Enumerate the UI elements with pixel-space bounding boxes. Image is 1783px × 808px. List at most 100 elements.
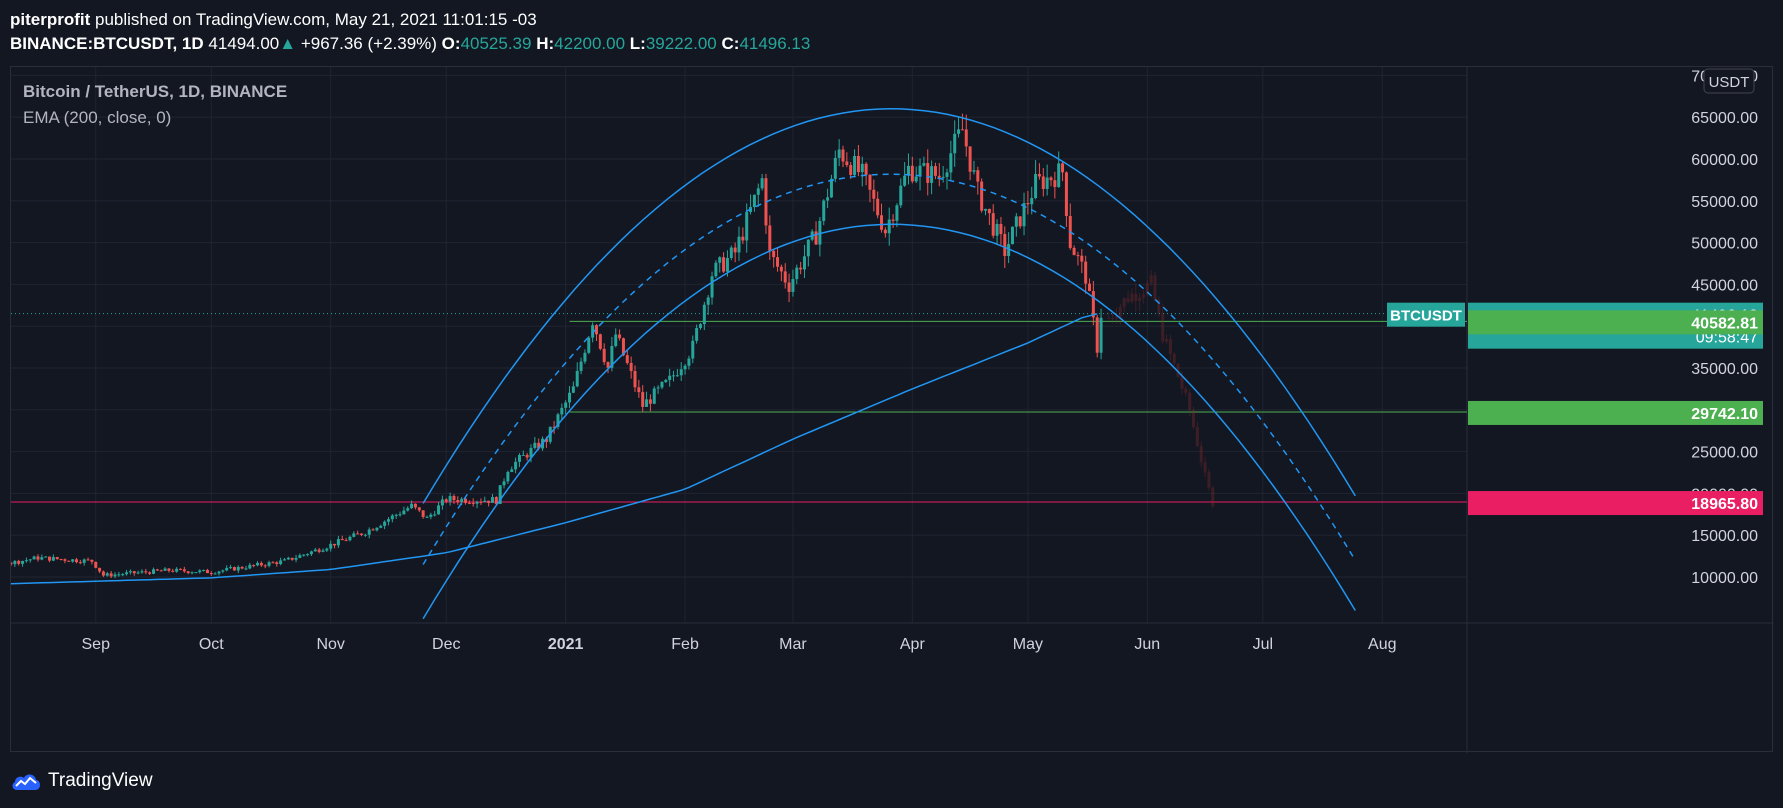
price-tag: 40582.81 <box>1468 310 1763 335</box>
symbol-tag-box <box>1387 302 1465 327</box>
candle-body <box>309 551 313 555</box>
ohlc-line: BINANCE:BTCUSDT, 1D 41494.00▲ +967.36 (+… <box>10 32 810 56</box>
candle-body <box>533 442 537 449</box>
candle-body <box>672 375 676 377</box>
chart-legend: Bitcoin / TetherUS, 1D, BINANCE EMA (200… <box>23 79 287 131</box>
candle-body <box>329 543 333 549</box>
candle-body <box>949 153 953 173</box>
candle-body <box>282 559 286 561</box>
last-price: 41494.00 <box>208 34 280 53</box>
candle-body <box>768 225 772 251</box>
low-label: L: <box>629 34 646 53</box>
candle-body <box>94 561 98 568</box>
candle-body <box>1176 363 1180 378</box>
y-tick-label: 50000.00 <box>1691 236 1758 253</box>
x-tick-label: Jul <box>1253 636 1273 653</box>
candle-body <box>286 557 290 560</box>
tradingview-cloud-icon <box>12 774 40 790</box>
candle-body <box>340 539 344 541</box>
candle-body <box>999 224 1003 235</box>
candle-body <box>575 370 579 387</box>
candle-body <box>1010 226 1014 245</box>
candle-body <box>1072 247 1076 256</box>
candle-body <box>98 567 102 572</box>
candle-body <box>702 304 706 325</box>
candle-body <box>845 161 849 166</box>
price-tag-value: 40582.81 <box>1691 315 1758 332</box>
candle-body <box>487 500 491 503</box>
candle-body <box>11 562 13 565</box>
y-tick-label: 15000.00 <box>1691 528 1758 545</box>
chart-pane[interactable]: 10000.0015000.0020000.0025000.0030000.00… <box>10 66 1774 753</box>
author-name[interactable]: piterprofit <box>10 10 91 29</box>
candle-body <box>795 267 799 280</box>
time-axis: Sep Oct Nov Dec 2021 Feb Mar Apr May Jun Jul Aug <box>82 636 1397 653</box>
candle-body <box>86 559 90 561</box>
candle-body <box>1149 275 1153 284</box>
candle-body <box>556 414 560 427</box>
candle-body <box>367 529 371 535</box>
candle-body <box>841 149 845 162</box>
high-value: 42200.00 <box>554 34 626 53</box>
candle-body <box>344 540 348 542</box>
candle-body <box>818 220 822 245</box>
x-tick-label: Nov <box>316 636 344 653</box>
candle-body <box>614 334 618 347</box>
candle-body <box>960 129 964 131</box>
candle-body <box>987 208 991 214</box>
candle-body <box>976 170 980 182</box>
candle-body <box>1064 172 1068 216</box>
candle-body <box>360 533 364 535</box>
candle-body <box>55 557 59 560</box>
price-tag-box <box>1468 310 1763 335</box>
candle-body <box>59 559 63 561</box>
candle-body <box>132 571 136 574</box>
candle-body <box>167 568 171 571</box>
candle-body <box>652 388 656 404</box>
candle-body <box>259 562 263 566</box>
candle-body <box>1080 255 1084 262</box>
candle-body <box>629 362 633 372</box>
candle-body <box>1153 275 1157 301</box>
candle-body <box>494 497 498 504</box>
candle-body <box>125 572 129 575</box>
ema-legend[interactable]: EMA (200, close, 0) <box>23 108 172 127</box>
candle-body <box>302 554 306 556</box>
tradingview-brand[interactable]: TradingView <box>48 770 153 791</box>
candle-body <box>645 399 649 407</box>
candle-body <box>213 573 217 575</box>
candle-body <box>760 178 764 189</box>
candle-body <box>101 571 105 576</box>
candle-body <box>190 572 194 574</box>
candle-body <box>918 165 922 177</box>
candle-body <box>583 352 587 362</box>
close-value: 41496.13 <box>739 34 811 53</box>
candle-body <box>410 503 414 509</box>
arc-outer <box>422 108 1356 504</box>
candle-body <box>232 567 236 571</box>
ema-200-line <box>11 313 1098 585</box>
candle-body <box>290 557 294 560</box>
candle-body <box>656 387 660 389</box>
price-tag: 29742.10 <box>1468 400 1763 425</box>
candle-body <box>1188 392 1192 410</box>
candle-body <box>529 448 533 458</box>
candle-body <box>163 568 167 571</box>
candle-body <box>386 519 390 522</box>
candle-body <box>1180 377 1184 389</box>
candle-body <box>421 510 425 517</box>
x-tick-label: Feb <box>671 636 699 653</box>
candle-body <box>217 571 221 574</box>
candle-body <box>868 174 872 190</box>
candle-body <box>136 572 140 574</box>
candle-body <box>440 499 444 506</box>
candle-body <box>968 146 972 172</box>
candle-body <box>787 282 791 292</box>
candle-body <box>1049 177 1053 181</box>
candle-body <box>1041 176 1045 189</box>
x-tick-label: Sep <box>82 636 111 653</box>
candle-body <box>1007 244 1011 257</box>
candle-body <box>641 392 645 407</box>
candle-body <box>32 556 36 560</box>
price-chart[interactable]: 10000.0015000.0020000.0025000.0030000.00… <box>11 67 1774 753</box>
